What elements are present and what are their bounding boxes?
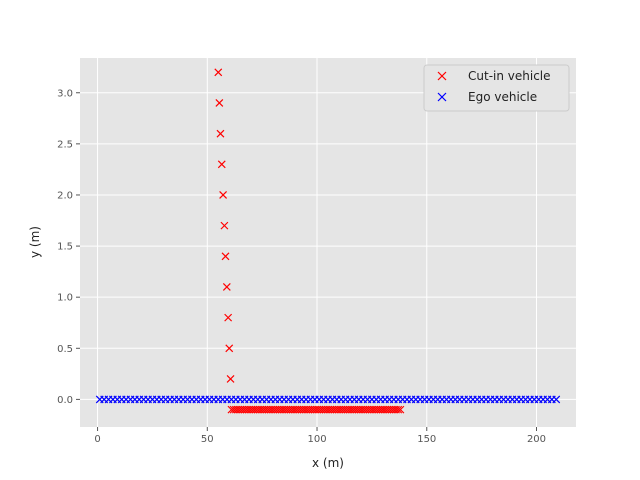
legend-box <box>423 64 570 112</box>
y-axis: 0.0 0.5 1.0 1.5 2.0 2.5 3.0 <box>57 88 80 406</box>
legend-label-cut-in: Cut-in vehicle <box>468 69 551 83</box>
data-point <box>394 405 403 414</box>
y-axis-label: y (m) <box>28 226 42 258</box>
y-tick-label: 1.5 <box>57 242 73 253</box>
data-point <box>226 375 235 383</box>
x-tick-label: 100 <box>307 434 326 445</box>
data-point <box>214 68 223 77</box>
data-point <box>217 160 226 169</box>
x-tick-label: 150 <box>417 434 436 445</box>
legend: Cut-in vehicle Ego vehicle <box>423 64 570 112</box>
y-tick-label: 3.0 <box>57 88 73 99</box>
legend-marker-ego <box>437 92 447 102</box>
data-point <box>215 99 224 107</box>
plot-background <box>80 58 576 427</box>
x-tick-label: 0 <box>94 434 100 445</box>
data-point <box>224 313 233 322</box>
y-tick-label: 0.0 <box>57 395 73 406</box>
y-tick-label: 1.0 <box>57 293 73 304</box>
legend-label-ego: Ego vehicle <box>468 90 537 104</box>
y-tick-label: 2.0 <box>57 190 73 201</box>
data-point <box>216 129 225 138</box>
y-tick-label: 2.5 <box>57 139 73 150</box>
legend-marker-cut-in <box>437 71 447 81</box>
x-axis-label: x (m) <box>312 456 344 470</box>
x-tick-label: 50 <box>201 434 214 445</box>
x-axis: 0 50 100 150 200 <box>94 427 546 445</box>
data-point <box>219 191 228 199</box>
data-point <box>222 283 231 291</box>
y-tick-label: 0.5 <box>57 344 73 355</box>
data-point <box>220 221 229 230</box>
data-point <box>396 405 405 414</box>
series-cut-in-vehicle <box>214 68 405 414</box>
series-ego-vehicle <box>95 395 561 404</box>
data-series <box>95 68 561 414</box>
data-point <box>225 344 234 353</box>
x-tick-label: 200 <box>527 434 546 445</box>
data-point <box>221 252 230 261</box>
data-point <box>552 395 561 404</box>
